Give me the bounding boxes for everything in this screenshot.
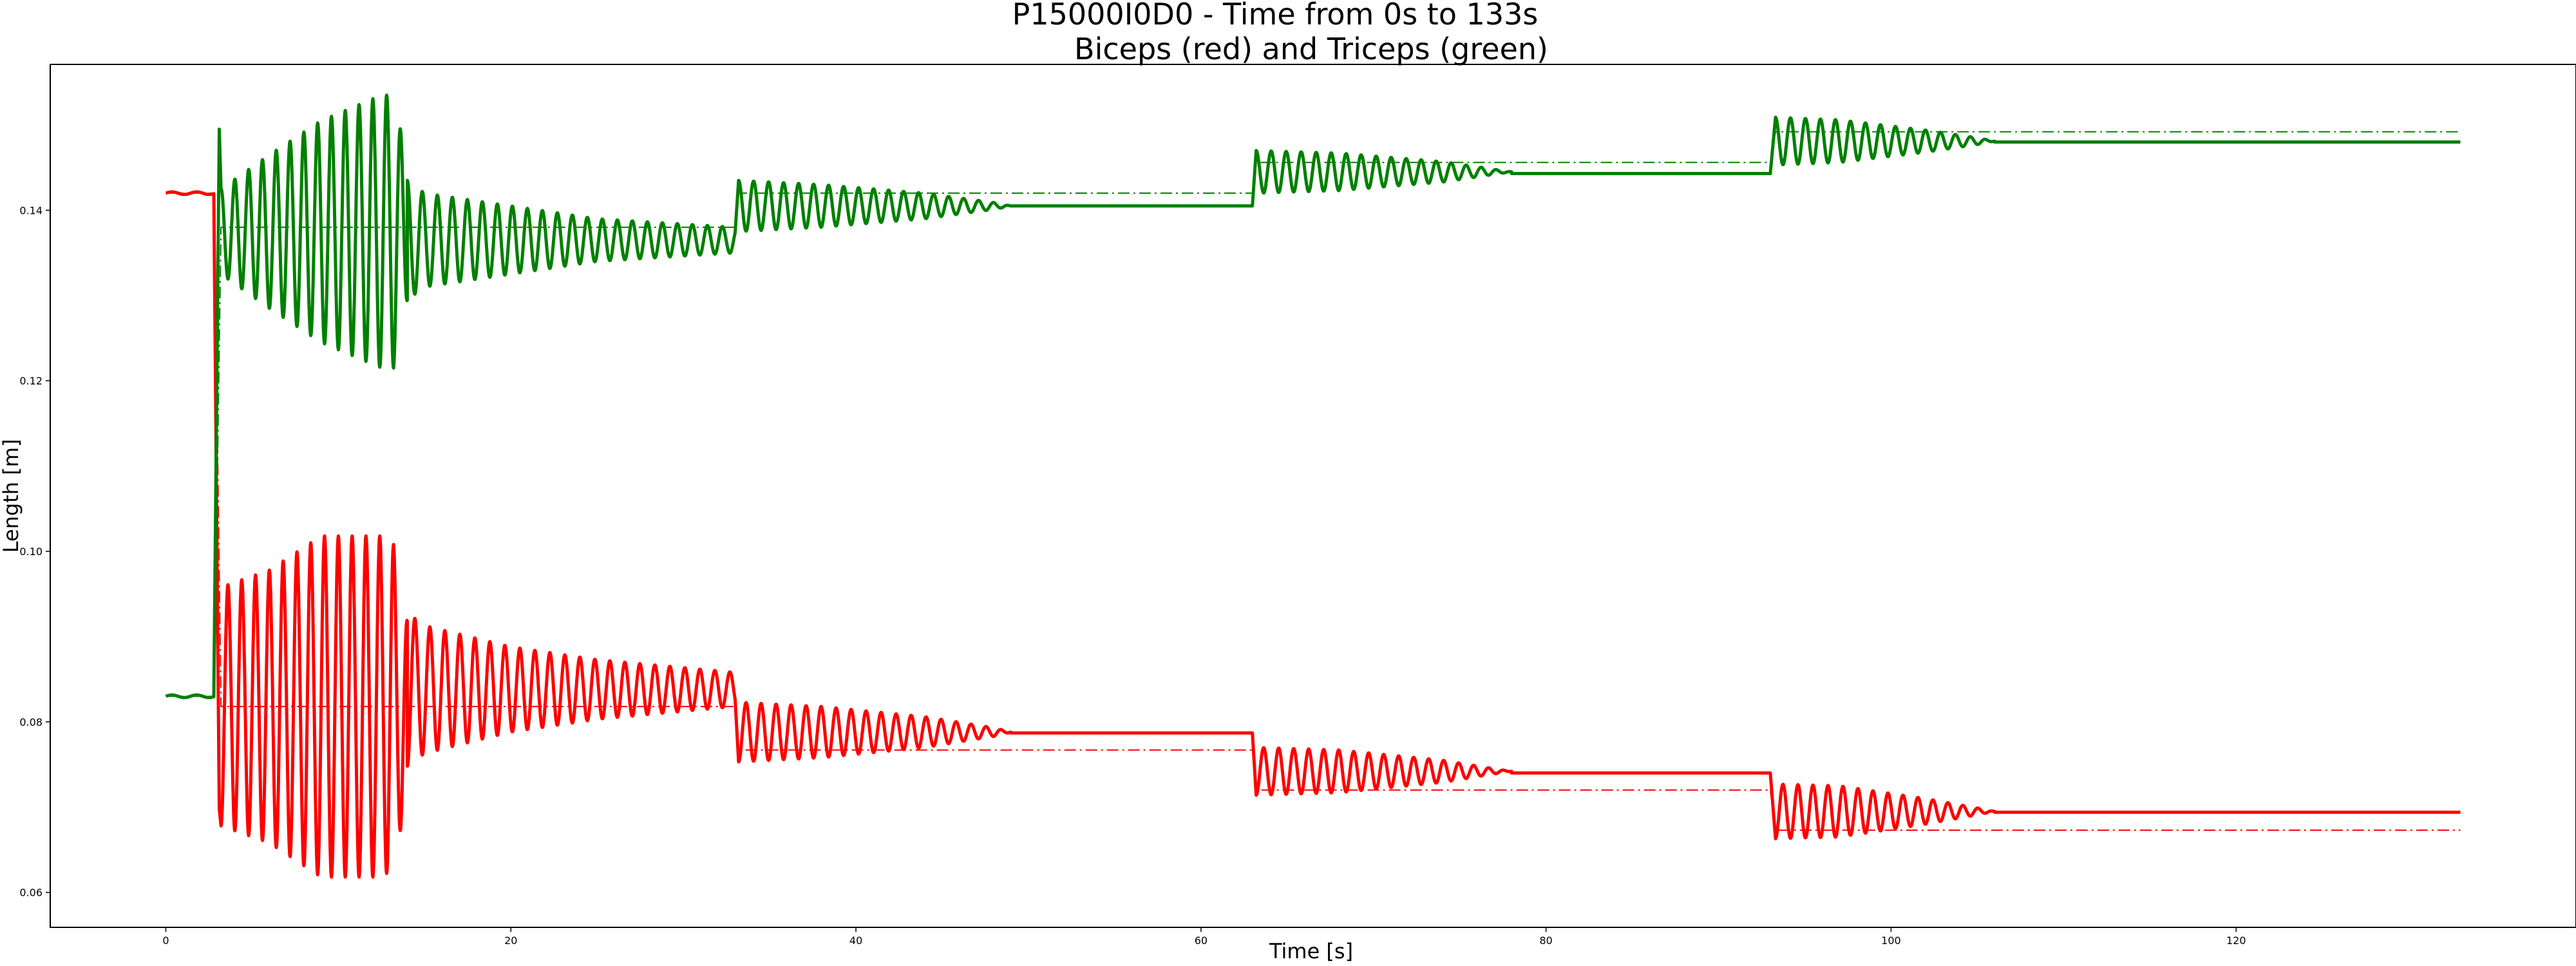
- x-tick-label: 60: [1195, 934, 1208, 947]
- x-tick-label: 40: [849, 934, 862, 947]
- y-tick-label: 0.06: [19, 887, 43, 899]
- x-tick-label: 100: [1881, 934, 1901, 947]
- chart-title: P15000I0D0 - Time from 0s to 133s: [1012, 0, 1539, 32]
- x-tick-label: 80: [1539, 934, 1552, 947]
- triceps-response-line: [164, 93, 2462, 699]
- x-axis: 0 20 40 60 80 100 120: [162, 927, 2246, 947]
- x-tick-label: 20: [504, 934, 517, 947]
- y-axis-label: Length [m]: [0, 439, 23, 553]
- y-tick-label: 0.14: [19, 204, 43, 216]
- y-tick-label: 0.08: [19, 716, 43, 728]
- x-axis-label: Time [s]: [1269, 939, 1353, 963]
- y-axis: 0.06 0.08 0.10 0.12 0.14: [19, 204, 50, 899]
- x-tick-label: 120: [2226, 934, 2246, 947]
- y-tick-label: 0.10: [19, 545, 43, 558]
- plot-frame: [50, 64, 2576, 928]
- chart-subtitle: Biceps (red) and Triceps (green): [1074, 32, 1548, 66]
- biceps-response-line: [164, 190, 2462, 879]
- x-tick-label: 0: [162, 934, 169, 947]
- y-tick-label: 0.12: [19, 375, 43, 387]
- series-layer: [164, 93, 2462, 879]
- biceps-target-line: [166, 192, 2461, 831]
- plot-area: 0 20 40 60 80 100 120 0.06 0.08 0.10 0.12 0.14: [19, 64, 2576, 947]
